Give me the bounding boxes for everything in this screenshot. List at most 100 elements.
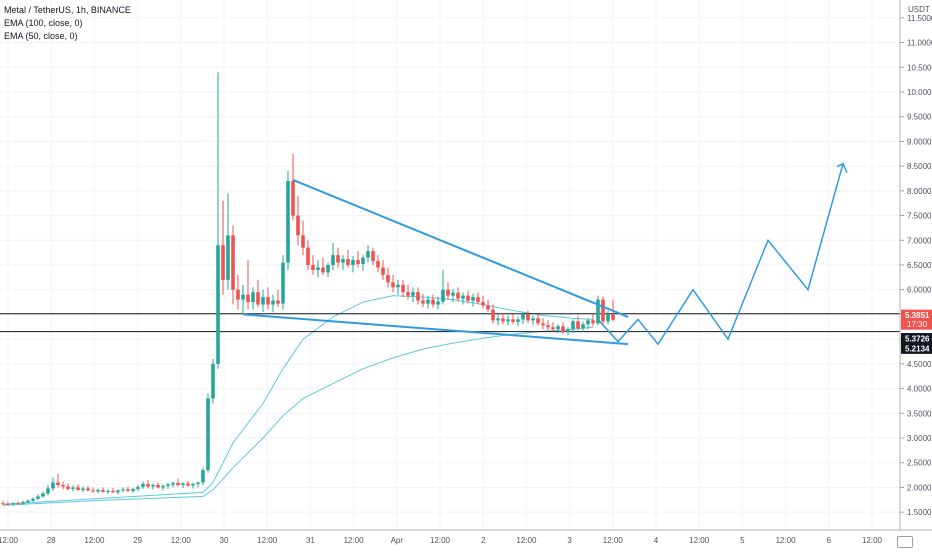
- candle-body: [361, 257, 365, 265]
- candle: [351, 256, 355, 273]
- candle: [496, 314, 500, 326]
- candle-body: [531, 318, 535, 321]
- candle-body: [486, 305, 490, 310]
- candle: [501, 313, 505, 325]
- candle-body: [471, 297, 475, 301]
- candles: [1, 72, 615, 506]
- candle-body: [196, 482, 200, 484]
- candle-body: [16, 503, 20, 505]
- price-tick-label: 9.5000: [907, 113, 932, 122]
- price-tick-label: 4.5000: [907, 360, 932, 369]
- time-tick-label: 12:00: [84, 536, 105, 545]
- candle: [296, 195, 300, 246]
- candle: [561, 322, 565, 335]
- time-tick-label: 12:00: [689, 536, 710, 545]
- candle: [116, 489, 120, 495]
- candle-body: [461, 295, 465, 299]
- time-tick-label: 12:00: [516, 536, 537, 545]
- candle: [361, 255, 365, 271]
- candle: [226, 193, 230, 290]
- candle: [481, 295, 485, 309]
- candle: [126, 486, 130, 492]
- grid: [0, 0, 900, 530]
- candle: [161, 484, 165, 491]
- candle: [136, 484, 140, 491]
- upper-trendline[interactable]: [292, 179, 629, 318]
- candle-body: [246, 294, 250, 303]
- candle: [156, 482, 160, 489]
- candle: [366, 245, 370, 263]
- candle-body: [426, 299, 430, 304]
- legend-symbol[interactable]: Metal / TetherUS, 1h, BINANCE: [4, 5, 131, 15]
- candle-body: [331, 255, 335, 265]
- candle-body: [476, 297, 480, 303]
- candle-body: [96, 489, 100, 492]
- candle-body: [101, 489, 105, 492]
- candle-body: [521, 314, 525, 320]
- candle-body: [291, 180, 295, 216]
- candle: [131, 487, 135, 493]
- candle: [316, 260, 320, 278]
- price-tick-label: 8.5000: [907, 162, 932, 171]
- legend-ema-100[interactable]: EMA (100, close, 0): [4, 18, 83, 28]
- candle: [1, 501, 5, 506]
- candle-body: [221, 245, 225, 280]
- candle-body: [341, 259, 345, 263]
- lower-trendline[interactable]: [242, 313, 629, 346]
- candle-body: [546, 325, 550, 328]
- candle-body: [236, 289, 240, 300]
- candle: [176, 478, 180, 487]
- projection-path[interactable]: [597, 163, 844, 346]
- candle-body: [61, 484, 65, 487]
- candle: [486, 299, 490, 312]
- candle: [571, 319, 575, 334]
- arrow-head: [836, 162, 848, 173]
- settings-icon[interactable]: [897, 536, 913, 548]
- ema-50-line: [2, 295, 594, 505]
- candle-body: [591, 320, 595, 324]
- candle-body: [111, 490, 115, 493]
- level-1-tag-bg: [901, 333, 932, 345]
- candle-body: [451, 292, 455, 296]
- candle: [216, 72, 220, 369]
- candle: [241, 284, 245, 315]
- time-tick-label: 5: [740, 536, 745, 545]
- time-tick-label: 12:00: [171, 536, 192, 545]
- candle-body: [126, 489, 130, 491]
- legend-ema-50[interactable]: EMA (50, close, 0): [4, 31, 78, 41]
- candle-body: [171, 483, 175, 485]
- candle-body: [366, 251, 370, 258]
- candle-body: [51, 482, 55, 489]
- candle: [446, 282, 450, 300]
- candle: [536, 314, 540, 326]
- candle-body: [21, 502, 25, 504]
- price-tick-label: 7.0000: [907, 236, 932, 245]
- candle: [566, 327, 570, 336]
- candle: [46, 484, 50, 496]
- candle: [21, 500, 25, 505]
- candle-body: [216, 245, 220, 364]
- candle: [556, 324, 560, 334]
- candle: [106, 488, 110, 494]
- candle-body: [181, 483, 185, 485]
- candle: [441, 269, 445, 305]
- time-tick-label: 4: [654, 536, 659, 545]
- candle-body: [506, 319, 510, 322]
- chart-legend: Metal / TetherUS, 1h, BINANCE EMA (100, …: [4, 4, 131, 43]
- level-1-tag: 5.3726: [905, 335, 930, 344]
- candle: [371, 247, 375, 265]
- candle-body: [231, 235, 235, 290]
- candle-body: [241, 294, 245, 300]
- candle: [41, 491, 45, 498]
- time-tick-label: 12:00: [603, 536, 624, 545]
- candle: [526, 310, 530, 324]
- candle: [321, 257, 325, 275]
- candle: [311, 255, 315, 275]
- time-tick-label: 12:00: [776, 536, 797, 545]
- candle-body: [351, 260, 355, 265]
- candle-body: [596, 299, 600, 324]
- candle-body: [226, 235, 230, 280]
- candle-body: [81, 488, 85, 490]
